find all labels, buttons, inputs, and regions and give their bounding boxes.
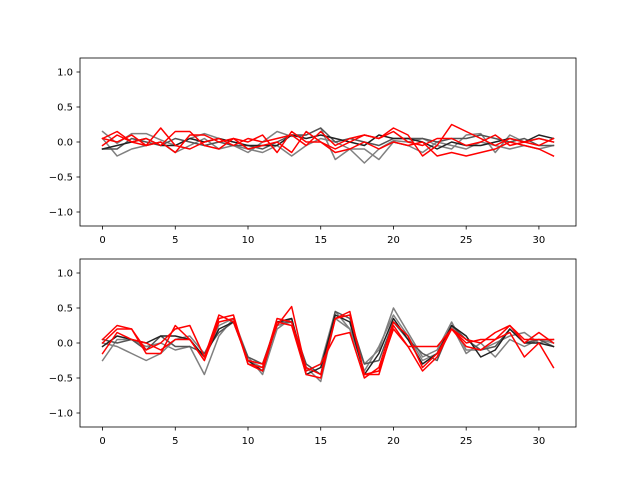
x-tick-label: 30: [533, 436, 546, 447]
x-tick-label: 10: [242, 436, 255, 447]
x-tick-label: 15: [314, 436, 327, 447]
y-tick-label: −1.0: [49, 208, 73, 219]
series-line-6: [101, 130, 555, 158]
series-line-5: [101, 123, 555, 157]
x-tick-label: 25: [460, 436, 473, 447]
x-tick-label: 0: [99, 436, 105, 447]
subplot-2: 0 5 10 15 20 25 30 1.0 0.5 0.0 −0.5 −1.0: [49, 258, 577, 447]
y-tick-label: 0.5: [57, 103, 73, 114]
y-tick-label: 0.5: [57, 304, 73, 315]
x-tick-label: 20: [387, 436, 400, 447]
x-tick-label: 5: [172, 235, 178, 246]
y-tick-label: −1.0: [49, 409, 73, 420]
x-tick-label: 5: [172, 436, 178, 447]
y-tick-label: −0.5: [49, 173, 73, 184]
x-tick-label: 15: [314, 235, 327, 246]
y-tick-label: 1.0: [57, 269, 73, 280]
x-tick-label: 10: [242, 235, 255, 246]
y-tick-label: 0.0: [57, 138, 73, 149]
x-tick-label: 0: [99, 235, 105, 246]
series-group: [101, 123, 555, 164]
x-tick-label: 30: [533, 235, 546, 246]
y-tick-label: 1.0: [57, 68, 73, 79]
x-tick-label: 20: [387, 235, 400, 246]
y-tick-label: 0.0: [57, 339, 73, 350]
series-line-4: [101, 314, 555, 376]
series-line-4: [101, 134, 555, 150]
series-line-3: [101, 127, 555, 150]
series-line-7: [101, 127, 555, 150]
y-tick-label: −0.5: [49, 374, 73, 385]
series-line-7: [101, 310, 555, 379]
series-group: [101, 305, 555, 383]
x-tick-label: 25: [460, 235, 473, 246]
subplot-1: 0 5 10 15 20 25 30 1.0 0.5 0.0 −0.5 −1.0: [49, 57, 577, 246]
